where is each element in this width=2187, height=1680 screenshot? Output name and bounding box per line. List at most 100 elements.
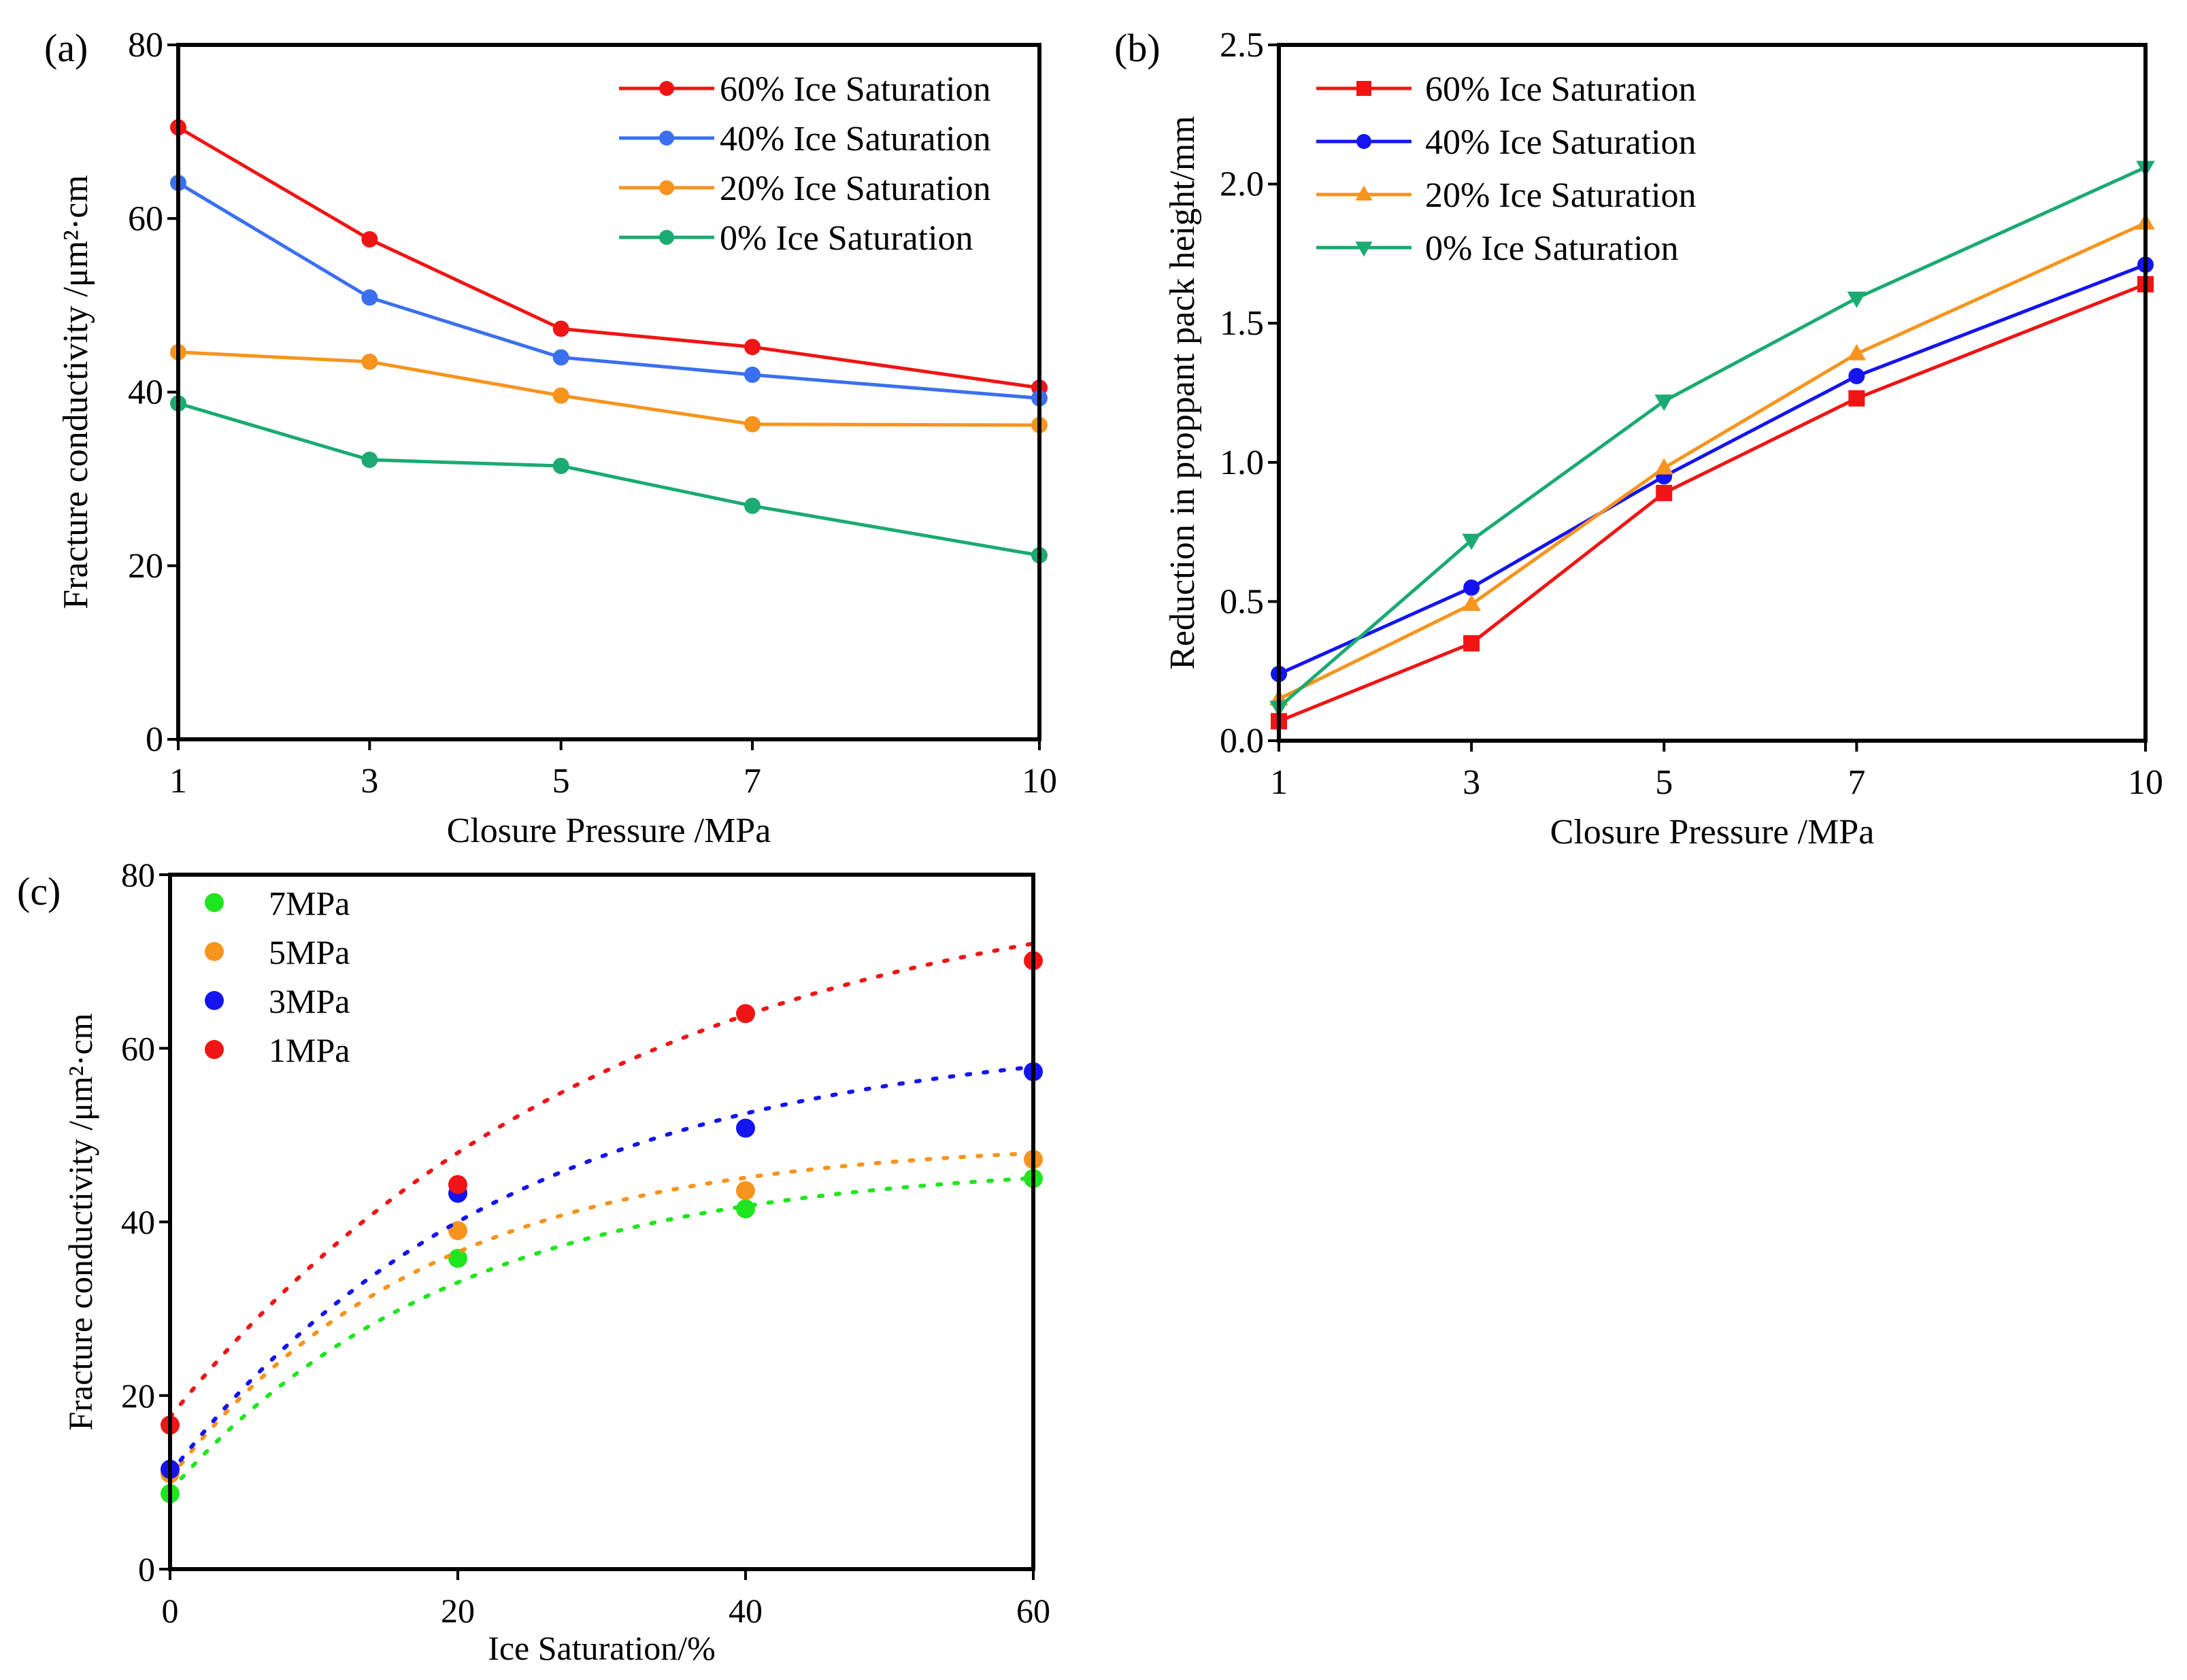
legend-marker (205, 1040, 224, 1059)
x-tick-label: 1 (169, 762, 187, 801)
series-60-ice-saturation (1271, 275, 2154, 730)
plot-frame (1277, 43, 2148, 743)
y-tick-label: 40 (128, 373, 163, 412)
series-7mpa (161, 1169, 1043, 1503)
legend-item: 40% Ice Saturation (619, 120, 991, 158)
y-tick-label: 40 (121, 1203, 155, 1241)
legend-label: 40% Ice Saturation (720, 120, 991, 158)
y-tick-label: 1.0 (1220, 443, 1264, 482)
legend-item: 60% Ice Saturation (1316, 70, 1697, 109)
panel-label: (b) (1114, 26, 1161, 70)
data-point (744, 339, 761, 356)
x-axis-label: Closure Pressure /MPa (447, 811, 771, 850)
data-point (361, 289, 378, 306)
legend-label: 0% Ice Saturation (720, 219, 973, 258)
legend-marker (659, 180, 674, 195)
x-tick-label: 10 (2128, 763, 2163, 802)
legend-item: 7MPa (205, 884, 350, 922)
y-tick-label: 60 (128, 199, 163, 238)
legend-marker (1356, 81, 1371, 96)
series-20-ice-saturation (1269, 213, 2155, 706)
legend-label: 5MPa (269, 933, 350, 971)
legend-label: 20% Ice Saturation (1425, 176, 1697, 215)
plot-frame (176, 43, 1041, 741)
legend-label: 40% Ice Saturation (1425, 123, 1697, 162)
data-point (361, 231, 378, 248)
legend-marker (1355, 185, 1373, 201)
chart-panel-c: (c) 0 20 40 60 0 20 40 60 80 Ice Saturation/% Fract… (17, 856, 1050, 1667)
x-tick-label: 40 (729, 1592, 763, 1630)
y-tick-label: 0.0 (1220, 722, 1264, 760)
y-tick-label: 20 (128, 547, 163, 586)
data-point (552, 387, 569, 404)
series-0-ice-saturation (170, 395, 1048, 564)
chart-panel-b: (b) 1 3 5 7 10 0.0 0.5 1.0 1.5 2.0 2.5 Closure Press… (1114, 26, 2163, 852)
y-tick-label: 0 (138, 1550, 155, 1588)
data-point (1848, 367, 1865, 384)
legend-item: 20% Ice Saturation (619, 169, 991, 208)
data-point (1847, 291, 1867, 308)
series-3mpa (161, 1062, 1043, 1479)
y-tick-label: 2.0 (1220, 165, 1264, 204)
data-point (1463, 635, 1480, 652)
data-point (448, 1249, 467, 1269)
data-point (744, 497, 761, 514)
y-tick-label: 20 (121, 1377, 155, 1415)
legend-item: 40% Ice Saturation (1316, 123, 1697, 162)
legend-item: 3MPa (205, 982, 350, 1020)
series-40-ice-saturation (170, 174, 1048, 407)
legend-label: 60% Ice Saturation (1425, 70, 1697, 109)
y-axis-label: Reduction in proppant pack height/mm (1163, 116, 1202, 670)
data-point (1654, 458, 1674, 475)
legend-marker (1356, 134, 1371, 149)
legend-label: 7MPa (269, 884, 350, 922)
y-tick-label: 0 (146, 720, 163, 759)
data-point (552, 320, 569, 337)
x-tick-label: 3 (1463, 763, 1480, 802)
legend-label: 3MPa (269, 982, 350, 1020)
data-point (736, 1181, 755, 1200)
legend-marker (205, 893, 224, 912)
data-point (736, 1199, 755, 1219)
legend-label: 1MPa (269, 1031, 350, 1069)
series-line (177, 181, 1040, 400)
data-point (1462, 533, 1481, 550)
y-tick-label: 80 (121, 856, 155, 894)
data-point (448, 1175, 467, 1194)
series-40-ice-saturation (1271, 256, 2154, 682)
y-tick-label: 80 (128, 26, 163, 65)
plot-frame (168, 873, 1035, 1571)
data-point (1847, 343, 1867, 360)
data-point (361, 353, 378, 370)
panel-label: (a) (44, 26, 88, 70)
y-tick-label: 0.5 (1220, 582, 1264, 621)
fit-curve (168, 1064, 1035, 1476)
fit-curve (168, 1176, 1035, 1494)
legend-item: 5MPa (205, 933, 350, 971)
x-tick-label: 10 (1022, 762, 1057, 801)
legend-item: 60% Ice Saturation (619, 70, 991, 109)
legend-marker (205, 942, 224, 961)
series-line (1278, 221, 2147, 701)
series-20-ice-saturation (170, 343, 1048, 433)
data-point (1848, 390, 1865, 407)
y-tick-label: 60 (121, 1029, 155, 1067)
legend-item: 0% Ice Saturation (619, 219, 973, 258)
x-tick-label: 7 (744, 762, 761, 801)
legend-item: 20% Ice Saturation (1316, 176, 1697, 215)
legend-label: 60% Ice Saturation (720, 70, 991, 109)
y-axis-label: Fracture conductivity /μm²·cm (56, 175, 95, 609)
legend-item: 0% Ice Saturation (1316, 229, 1679, 268)
x-axis-label: Closure Pressure /MPa (1550, 813, 1875, 852)
legend-marker (205, 991, 224, 1010)
data-point (744, 416, 761, 433)
chart-panel-a: (a) 1 3 5 7 10 0 20 40 60 80 Closure Pressure /MPa F… (44, 26, 1057, 850)
y-tick-label: 1.5 (1220, 304, 1264, 343)
panel-label: (c) (17, 869, 61, 913)
legend-label: 20% Ice Saturation (720, 169, 991, 208)
y-axis-label: Fracture conductivity /μm²·cm (61, 1013, 99, 1430)
data-point (744, 366, 761, 383)
legend-marker (659, 131, 674, 146)
x-tick-label: 20 (441, 1592, 475, 1630)
data-point (1656, 484, 1673, 501)
